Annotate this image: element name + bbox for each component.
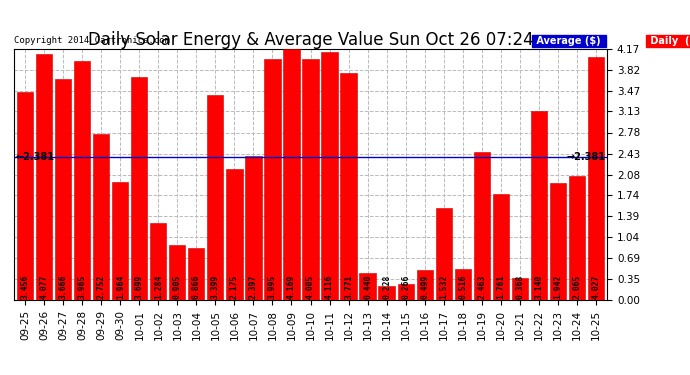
Text: 3.771: 3.771: [344, 274, 353, 299]
Text: 0.228: 0.228: [382, 274, 391, 299]
Bar: [75, 61, 90, 300]
Bar: [435, 208, 452, 300]
Bar: [150, 223, 166, 300]
Bar: [264, 59, 281, 300]
Text: 3.666: 3.666: [59, 274, 68, 299]
Text: 3.699: 3.699: [135, 274, 144, 299]
Text: Average ($): Average ($): [533, 36, 604, 46]
Text: 0.440: 0.440: [363, 274, 372, 299]
Bar: [359, 273, 375, 300]
Text: 0.866: 0.866: [192, 274, 201, 299]
Bar: [550, 183, 566, 300]
Text: 3.140: 3.140: [534, 274, 543, 299]
Bar: [417, 270, 433, 300]
Text: →2.381: →2.381: [566, 152, 605, 162]
Text: 4.116: 4.116: [325, 274, 334, 299]
Bar: [322, 52, 337, 300]
Bar: [340, 73, 357, 300]
Bar: [473, 152, 490, 300]
Text: ←2.381: ←2.381: [16, 152, 55, 162]
Text: 4.005: 4.005: [306, 274, 315, 299]
Bar: [226, 169, 242, 300]
Text: 1.284: 1.284: [154, 274, 163, 299]
Text: 1.761: 1.761: [496, 274, 505, 299]
Text: 3.456: 3.456: [21, 274, 30, 299]
Text: 2.463: 2.463: [477, 274, 486, 299]
Bar: [36, 54, 52, 300]
Bar: [284, 49, 299, 300]
Text: 2.752: 2.752: [97, 274, 106, 299]
Text: 0.368: 0.368: [515, 274, 524, 299]
Bar: [511, 278, 528, 300]
Text: 1.532: 1.532: [439, 274, 448, 299]
Text: 2.175: 2.175: [230, 274, 239, 299]
Text: 2.065: 2.065: [572, 274, 581, 299]
Text: 3.965: 3.965: [78, 274, 87, 299]
Bar: [93, 134, 110, 300]
Bar: [397, 284, 414, 300]
Bar: [493, 194, 509, 300]
Text: 3.995: 3.995: [268, 274, 277, 299]
Text: 4.027: 4.027: [591, 274, 600, 299]
Bar: [17, 92, 33, 300]
Text: Daily  ($): Daily ($): [647, 36, 690, 46]
Bar: [588, 57, 604, 300]
Text: 0.499: 0.499: [420, 274, 429, 299]
Bar: [188, 248, 204, 300]
Bar: [531, 111, 546, 300]
Text: 1.964: 1.964: [116, 274, 125, 299]
Text: 4.169: 4.169: [287, 274, 296, 299]
Text: 0.905: 0.905: [173, 274, 182, 299]
Bar: [302, 59, 319, 300]
Bar: [207, 95, 224, 300]
Bar: [379, 286, 395, 300]
Bar: [131, 77, 148, 300]
Title: Daily Solar Energy & Average Value Sun Oct 26 07:24: Daily Solar Energy & Average Value Sun O…: [88, 31, 533, 49]
Bar: [55, 79, 71, 300]
Bar: [169, 246, 186, 300]
Bar: [455, 269, 471, 300]
Bar: [112, 182, 128, 300]
Text: 4.077: 4.077: [40, 274, 49, 299]
Text: 2.397: 2.397: [249, 274, 258, 299]
Text: 1.942: 1.942: [553, 274, 562, 299]
Bar: [569, 176, 585, 300]
Text: 0.266: 0.266: [401, 274, 410, 299]
Text: 3.399: 3.399: [211, 274, 220, 299]
Text: Copyright 2014 Cartronics.com: Copyright 2014 Cartronics.com: [14, 36, 170, 45]
Bar: [246, 156, 262, 300]
Text: 0.516: 0.516: [458, 274, 467, 299]
